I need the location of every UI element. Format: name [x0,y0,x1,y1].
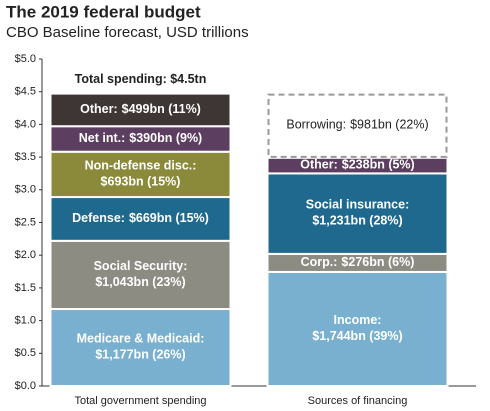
x-tick-label: Sources of financing [308,395,408,407]
y-tick-label: $1.5 [15,282,36,294]
bar-segment [49,125,232,153]
segment-value-label: $390bn (9%) [129,131,202,145]
y-tick-label: $1.0 [15,315,36,327]
segment-name: Non-defense disc.: [85,159,197,173]
segment-value-label: $238bn (5%) [342,158,415,172]
x-tick-label: Total government spending [74,395,206,407]
chart-subtitle: CBO Baseline forecast, USD trillions [6,24,249,41]
segment-label: Other: $499bn (11%) [80,102,201,116]
bar-segment [266,156,449,175]
segment-name: Corp.: [301,255,338,269]
segment-name: Income: [334,313,382,327]
segment-label: Social insurance: $1,231bn (28%) [306,198,410,228]
segment-name: Other: [80,102,118,116]
segment-value-label: $1,744bn (39%) [312,329,402,343]
segment-value-label: $669bn (15%) [129,211,209,225]
segment-name: Borrowing: [286,118,346,132]
segment-label: Medicare & Medicaid: $1,177bn (26%) [77,332,205,362]
segment-label: Income: $1,744bn (39%) [312,313,402,343]
segment-name: Other: [300,158,338,172]
y-tick-label: $4.0 [15,118,36,130]
y-tick-label: $2.0 [15,249,36,261]
y-tick-label: $3.5 [15,151,36,163]
y-tick-label: $0.5 [15,347,36,359]
segment-label: Social Security: $1,043bn (23%) [94,259,188,289]
segment-value-label: $1,231bn (28%) [312,214,402,228]
segment-label: Other: $238bn (5%) [300,158,414,172]
segment-value-label: $276bn (6%) [341,255,414,269]
segment-name: Social insurance: [306,198,410,212]
bar-segment [49,308,232,387]
segment-value-label: $981bn (22%) [350,118,429,132]
segment-label: Corp.: $276bn (6%) [301,255,415,269]
y-tick-label: $0.0 [15,380,36,392]
segment-name: Defense: [72,211,125,225]
segment-label: Net int.: $390bn (9%) [79,131,202,145]
y-tick-label: $4.5 [15,86,36,98]
segment-label: Borrowing: $981bn (22%) [286,118,428,132]
segment-label: Non-defense disc.: $693bn (15%) [85,159,197,189]
bar-segment [266,172,449,255]
segment-name: Social Security: [94,259,188,273]
segment-label: Defense: $669bn (15%) [72,211,209,225]
bar-segment [49,196,232,242]
y-tick-label: $5.0 [15,53,36,65]
segment-value-label: $499bn (11%) [122,102,201,116]
segment-value-label: $1,177bn (26%) [95,348,185,362]
annotation: Total spending: $4.5tn [75,72,207,86]
bar-segment [49,92,232,128]
segment-name: Medicare & Medicaid: [77,332,205,346]
y-tick-label: $2.5 [15,216,36,228]
segment-value-label: $1,043bn (23%) [95,275,185,289]
bar-segment [267,93,448,158]
segment-value-label: $693bn (15%) [101,175,181,189]
chart-title: The 2019 federal budget [6,2,201,21]
y-tick-label: $3.0 [15,184,36,196]
bar-segment [266,270,449,388]
segment-name: Net int.: [79,131,126,145]
